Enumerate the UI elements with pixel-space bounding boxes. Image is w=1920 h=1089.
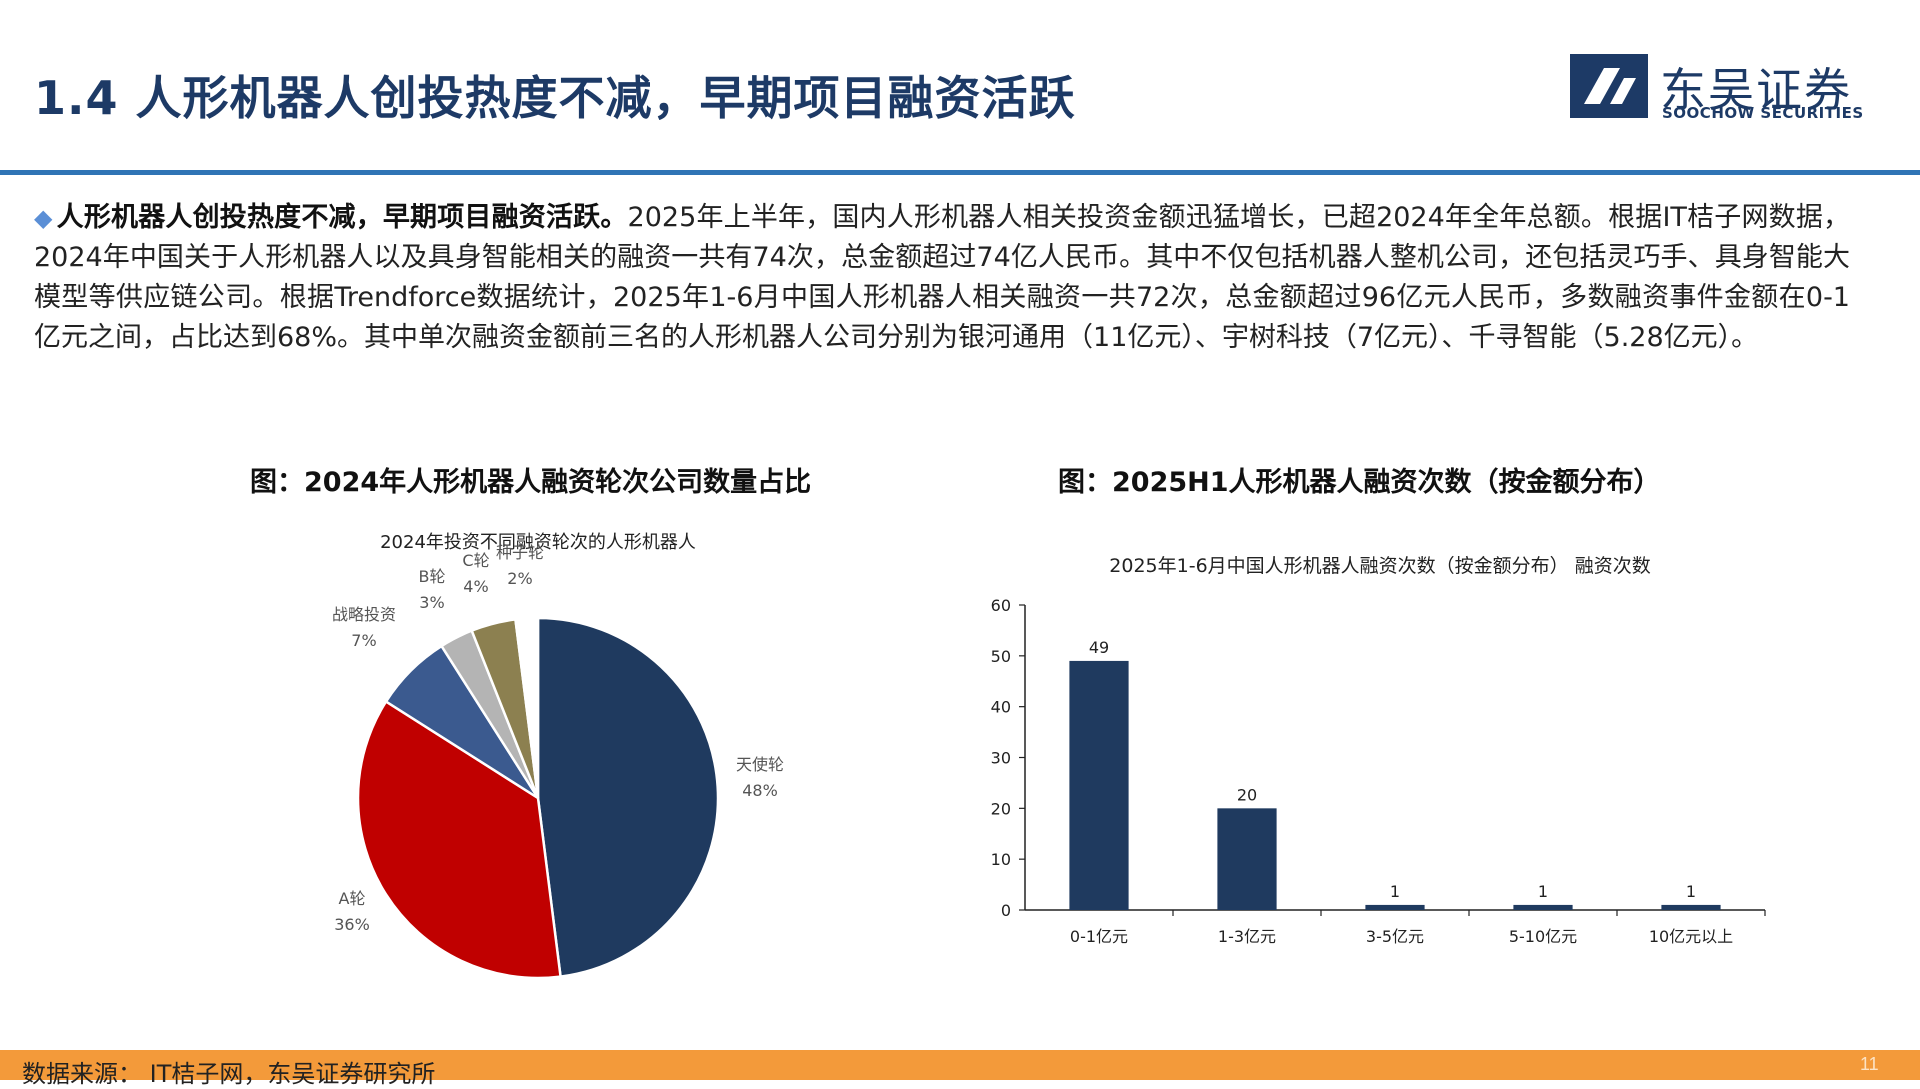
pie-slice-label: C轮 — [462, 551, 489, 570]
summary-paragraph: ◆ 人形机器人创投热度不减，早期项目融资活跃。2025年上半年，国内人形机器人相关… — [34, 198, 1850, 358]
y-tick-label: 20 — [991, 799, 1011, 818]
summary-lead: 人形机器人创投热度不减，早期项目融资活跃。 — [56, 202, 628, 233]
y-tick-label: 10 — [991, 850, 1011, 869]
x-tick-label: 10亿元以上 — [1649, 927, 1733, 946]
funding-count-bar-chart: 2025年1-6月中国人形机器人融资次数（按金额分布） 融资次数 0 10 20 30 4… — [991, 555, 1766, 946]
y-tick-label: 30 — [991, 749, 1011, 768]
page-title: 1.4 人形机器人创投热度不减，早期项目融资活跃 — [34, 71, 1076, 125]
pie-slice-percent: 4% — [463, 577, 488, 596]
x-tick-label: 5-10亿元 — [1509, 927, 1577, 946]
pie-slice-label: 种子轮 — [496, 543, 544, 562]
data-source: 数据来源： IT桔子网，东吴证券研究所 — [22, 1060, 436, 1088]
bar-data-label: 20 — [1237, 785, 1257, 804]
page-number: 11 — [1860, 1054, 1879, 1074]
bar-data-label: 49 — [1089, 638, 1109, 657]
bar — [1365, 904, 1425, 910]
left-figure-title: 图：2024年人形机器人融资轮次公司数量占比 — [250, 467, 812, 498]
y-tick-label: 50 — [991, 647, 1011, 666]
soochow-logo-icon — [1570, 54, 1648, 118]
bar-chart-title: 2025年1-6月中国人形机器人融资次数（按金额分布） 融资次数 — [1109, 555, 1650, 577]
bar-data-label: 1 — [1538, 882, 1548, 901]
bar-data-label: 1 — [1390, 882, 1400, 901]
header-divider — [0, 170, 1920, 175]
summary-text: 2025年上半年，国内人形机器人相关投资金额迅猛增长，已超2024年全年总额。根… — [34, 202, 1851, 353]
bar-data-label: 1 — [1686, 882, 1696, 901]
x-tick-label: 1-3亿元 — [1218, 927, 1276, 946]
pie-slice-percent: 48% — [742, 781, 778, 800]
logo-chinese-name: 东吴证券 — [1660, 63, 1852, 117]
pie-slice — [356, 699, 562, 980]
pie-slice-label: 战略投资 — [332, 605, 396, 624]
bar — [1069, 660, 1129, 910]
x-tick-label: 0-1亿元 — [1070, 927, 1128, 946]
diamond-bullet-icon: ◆ — [34, 204, 53, 232]
y-tick-label: 40 — [991, 698, 1011, 717]
pie-slice-percent: 36% — [334, 915, 370, 934]
pie-slice — [514, 616, 540, 799]
pie-slice-label: 天使轮 — [736, 755, 784, 774]
y-tick-label: 60 — [991, 596, 1011, 615]
pie-slice-percent: 2% — [507, 569, 532, 588]
pie-slice-percent: 3% — [419, 593, 444, 612]
pie-slice — [536, 616, 720, 978]
right-figure-title: 图：2025H1人形机器人融资次数（按金额分布） — [1058, 467, 1661, 498]
bar — [1513, 904, 1573, 910]
pie-chart-title: 2024年投资不同融资轮次的人形机器人 — [380, 532, 696, 553]
x-tick-label: 3-5亿元 — [1366, 927, 1424, 946]
pie-slice-label: B轮 — [419, 567, 446, 586]
footer-bar — [0, 1050, 1920, 1080]
company-logo: 东吴证券 SOOCHOW SECURITIES — [1570, 54, 1890, 124]
pie-slice-label: A轮 — [339, 889, 366, 908]
bar — [1217, 808, 1277, 910]
pie-slice-percent: 7% — [351, 631, 376, 650]
bar — [1661, 904, 1721, 910]
logo-english-name: SOOCHOW SECURITIES — [1662, 104, 1864, 122]
y-tick-label: 0 — [1001, 901, 1011, 920]
